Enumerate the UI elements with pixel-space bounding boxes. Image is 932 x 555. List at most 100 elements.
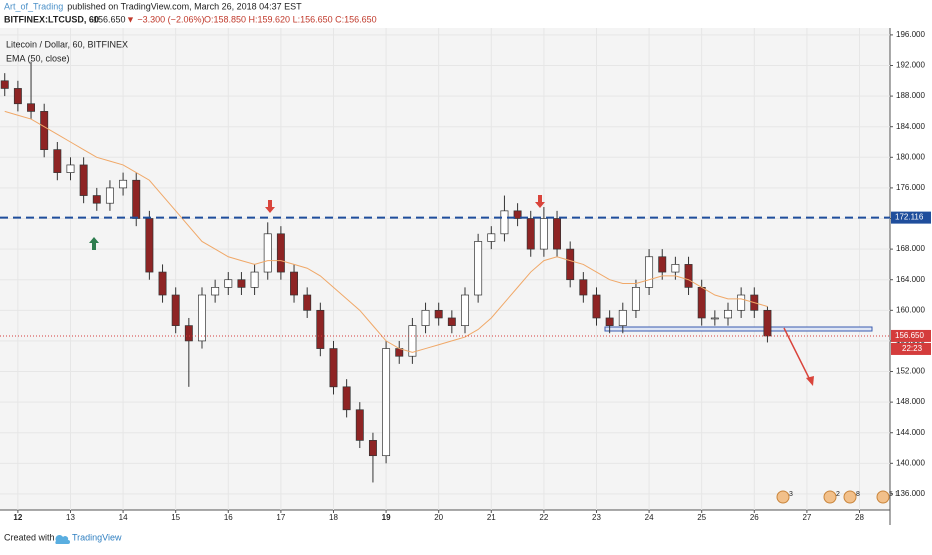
up-arrow — [89, 237, 99, 250]
candle-body — [408, 325, 417, 357]
candle-body — [526, 218, 535, 250]
x-tick-label: 24 — [645, 513, 654, 522]
down-arrow — [265, 200, 275, 213]
candle-body — [710, 317, 719, 320]
candle-body — [303, 294, 312, 311]
x-tick-label: 22 — [539, 513, 548, 522]
candle-body — [276, 233, 285, 273]
x-tick-label: 26 — [750, 513, 759, 522]
candle-body — [40, 111, 49, 150]
event-count: 2 — [836, 491, 840, 498]
author[interactable]: Art_of_Trading — [4, 1, 63, 11]
candle-body — [631, 287, 640, 311]
x-tick-label: 17 — [276, 513, 285, 522]
candle-body — [105, 187, 114, 204]
event-icon — [823, 490, 837, 504]
candle-body — [461, 294, 469, 326]
x-tick-label: 18 — [329, 513, 338, 522]
marks — [0, 61, 772, 483]
candle-body — [566, 248, 575, 281]
candle-body — [79, 164, 88, 196]
change: ▼ −3.300 (−2.06%) — [126, 14, 204, 24]
x-tick-label: 27 — [802, 513, 811, 522]
footer-brand[interactable]: TradingView — [72, 532, 122, 542]
candle-body — [539, 218, 548, 250]
published: published on TradingView.com, March 26, … — [67, 1, 302, 11]
countdown-badge — [891, 342, 931, 355]
candle-body — [290, 271, 299, 296]
candle-body — [92, 195, 101, 204]
event-count: 3 — [789, 491, 793, 498]
level-label: 156.650 — [895, 331, 924, 340]
indicator-name: EMA (50, close) — [6, 53, 70, 63]
candle-body — [671, 264, 680, 273]
x-tick-label: 13 — [66, 513, 75, 522]
candle-body — [119, 179, 128, 189]
y-tick-label: 160.000 — [896, 305, 925, 314]
candle-body — [474, 241, 483, 296]
event-count: 5 1 — [889, 491, 899, 498]
candle-body — [237, 279, 246, 288]
candle-body — [513, 210, 522, 219]
candle-body — [132, 179, 141, 219]
candle-body — [382, 348, 391, 457]
candle-body — [618, 309, 627, 326]
last-price: 156.650 — [93, 14, 126, 24]
y-tick-label: 144.000 — [896, 428, 925, 437]
y-tick-label: 192.000 — [896, 61, 925, 70]
candle-body — [13, 88, 22, 105]
candle-body — [697, 287, 706, 319]
candle-body — [184, 325, 193, 342]
candle-body — [263, 233, 272, 273]
ema-line — [4, 110, 768, 353]
event-icon — [843, 490, 857, 504]
x-tick-label: 14 — [119, 513, 128, 522]
y-tick-label: 184.000 — [896, 122, 925, 131]
candle-body — [447, 317, 456, 326]
candle-body — [27, 103, 36, 112]
candle-body — [605, 317, 614, 326]
candle-body — [500, 210, 509, 235]
y-tick-label: 152.000 — [896, 367, 925, 376]
y-tick-label: 188.000 — [896, 91, 925, 100]
candle-body — [684, 264, 693, 288]
x-tick-label: 21 — [487, 513, 496, 522]
candle-body — [579, 279, 588, 296]
candle-body — [198, 294, 206, 342]
candle-body — [724, 309, 732, 319]
candle-body — [158, 271, 167, 296]
candle-body — [211, 287, 220, 296]
level-badge — [891, 329, 931, 342]
x-tick-label: 20 — [434, 513, 443, 522]
projection-arrowhead — [806, 376, 814, 386]
y-tick-label: 164.000 — [896, 275, 925, 284]
candle-body — [250, 271, 259, 288]
candle-body — [421, 309, 430, 326]
candle-body — [645, 256, 654, 288]
candle-body — [66, 164, 75, 173]
y-tick-label: 140.000 — [896, 458, 925, 467]
candle-body — [0, 80, 9, 89]
footer-created: Created with — [4, 532, 55, 542]
y-tick-label: 148.000 — [896, 397, 925, 406]
brand-logo — [55, 534, 70, 544]
candle-body — [368, 440, 377, 457]
candle-body — [553, 218, 562, 250]
candle-body — [434, 309, 443, 319]
candle-body — [224, 279, 233, 288]
x-tick-label: 25 — [697, 513, 706, 522]
countdown: 22:23 — [902, 344, 923, 353]
chart-title: Litecoin / Dollar, 60, BITFINEX — [6, 39, 128, 49]
candle-body — [355, 409, 364, 441]
candle-body — [145, 218, 154, 273]
x-tick-label: 28 — [855, 513, 864, 522]
candle-body — [171, 294, 180, 326]
x-tick-label: 19 — [382, 513, 391, 522]
y-tick-label: 180.000 — [896, 152, 925, 161]
x-tick-label: 12 — [13, 513, 22, 522]
candle-body — [592, 294, 601, 319]
candle-body — [658, 256, 667, 273]
symbol: BITFINEX:LTCUSD, 60 — [4, 14, 99, 24]
candle-body — [329, 348, 338, 388]
